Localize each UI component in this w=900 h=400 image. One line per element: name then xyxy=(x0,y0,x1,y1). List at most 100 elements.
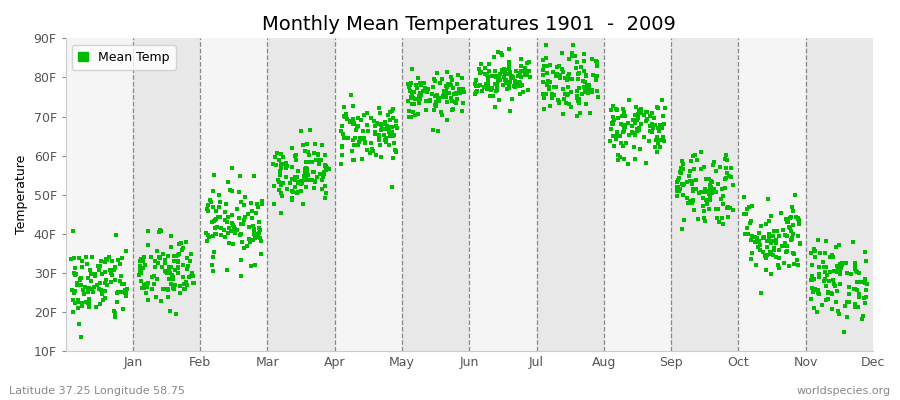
Point xyxy=(723,205,737,212)
Point xyxy=(565,76,580,82)
Point xyxy=(118,290,132,296)
Point xyxy=(621,161,635,167)
Point xyxy=(279,174,293,180)
Point xyxy=(456,89,471,95)
Point xyxy=(374,126,389,133)
Point xyxy=(645,110,660,116)
Point xyxy=(155,264,169,270)
Point xyxy=(518,68,533,74)
Point xyxy=(107,277,122,284)
Point xyxy=(811,264,825,271)
Point xyxy=(709,189,724,195)
Point xyxy=(248,262,262,268)
Point xyxy=(608,106,623,112)
Point xyxy=(616,109,631,115)
Point xyxy=(825,290,840,297)
Point xyxy=(368,129,382,135)
Point xyxy=(633,146,647,152)
Point xyxy=(841,314,855,320)
Point xyxy=(402,108,417,114)
Point xyxy=(338,112,353,119)
Point xyxy=(499,79,513,86)
Point xyxy=(473,69,488,75)
Point xyxy=(703,186,717,193)
Point xyxy=(564,50,579,56)
Point xyxy=(428,78,442,84)
Point xyxy=(611,152,625,158)
Point xyxy=(288,153,302,159)
Point xyxy=(831,288,845,294)
Point xyxy=(387,140,401,146)
Point xyxy=(426,127,440,134)
Point xyxy=(780,243,795,249)
Point xyxy=(769,237,783,244)
Point xyxy=(237,202,251,209)
Point xyxy=(413,90,428,96)
Point xyxy=(273,179,287,186)
Point xyxy=(555,68,570,75)
Point xyxy=(716,220,731,227)
Point xyxy=(639,109,653,115)
Point xyxy=(449,100,464,106)
Point xyxy=(373,132,387,138)
Point xyxy=(79,299,94,305)
Point xyxy=(105,272,120,278)
Point xyxy=(431,128,446,134)
Point xyxy=(763,240,778,246)
Point xyxy=(676,182,690,188)
Point xyxy=(671,177,686,183)
Point xyxy=(207,249,221,255)
Point xyxy=(163,308,177,314)
Point xyxy=(697,164,711,170)
Point xyxy=(671,184,686,190)
Point xyxy=(112,278,127,284)
Point xyxy=(403,94,418,101)
Point xyxy=(168,281,183,288)
Point xyxy=(156,251,170,257)
Point xyxy=(160,253,175,260)
Point xyxy=(284,144,299,151)
Point xyxy=(387,132,401,138)
Point xyxy=(428,102,443,108)
Point xyxy=(359,147,374,153)
Point xyxy=(712,219,726,225)
Point xyxy=(833,281,848,288)
Point xyxy=(537,63,552,69)
Point xyxy=(382,117,397,124)
Point xyxy=(570,58,584,65)
Point xyxy=(474,61,489,68)
Point xyxy=(431,96,446,102)
Point xyxy=(655,125,670,132)
Point xyxy=(609,132,624,138)
Point xyxy=(170,252,184,258)
Point xyxy=(299,176,313,183)
Point xyxy=(628,112,643,118)
Point xyxy=(269,162,284,168)
Point xyxy=(312,160,327,167)
Point xyxy=(285,176,300,183)
Point xyxy=(696,195,710,201)
Point xyxy=(644,123,658,130)
Point xyxy=(167,267,182,273)
Point xyxy=(241,211,256,218)
Point xyxy=(824,290,838,297)
Point xyxy=(610,157,625,163)
Point xyxy=(100,257,114,263)
Point xyxy=(383,132,398,139)
Point xyxy=(296,173,310,179)
Point xyxy=(248,235,262,242)
Point xyxy=(765,233,779,240)
Bar xyxy=(671,38,738,351)
Point xyxy=(389,148,403,154)
Point xyxy=(75,258,89,264)
Point xyxy=(307,178,321,184)
Point xyxy=(788,192,802,198)
Point xyxy=(472,82,487,88)
Point xyxy=(833,264,848,271)
Point xyxy=(385,108,400,115)
Point xyxy=(147,281,161,287)
Point xyxy=(502,45,517,52)
Point xyxy=(478,71,492,78)
Point xyxy=(687,207,701,214)
Point xyxy=(149,294,164,300)
